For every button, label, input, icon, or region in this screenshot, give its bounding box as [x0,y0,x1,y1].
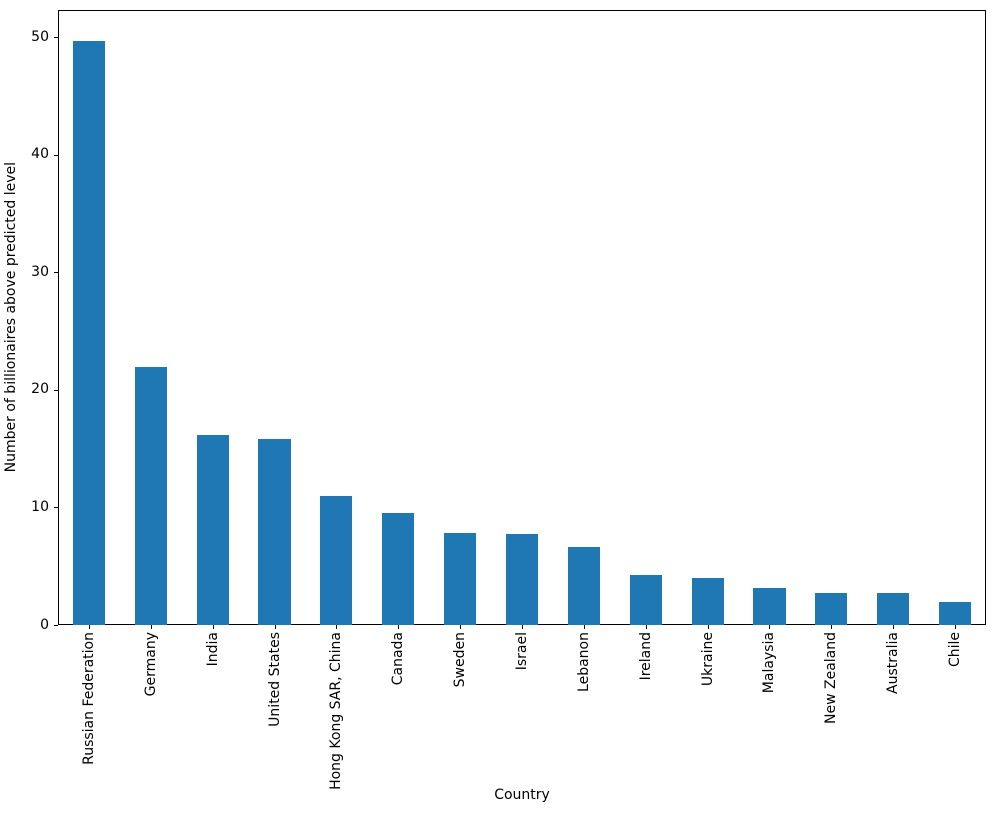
x-tick-mark [398,625,400,629]
x-tick-mark [460,625,462,629]
x-tick-mark [769,625,771,629]
x-tick-label: Germany [142,632,159,697]
bar [629,575,662,625]
y-tick-mark [54,37,58,39]
x-tick-label: Australia [885,632,902,694]
bar [258,438,291,625]
x-tick-label: Malaysia [761,632,778,694]
x-tick-label: India [204,632,221,667]
bar [134,366,167,625]
y-tick-mark [54,154,58,156]
x-tick-label: United States [266,632,283,727]
bar [567,546,600,625]
x-tick-mark [274,625,276,629]
x-tick-label: Russian Federation [80,632,97,765]
y-axis-label-box: Number of billionaires above predicted l… [3,10,20,625]
y-tick-label: 40 [31,146,49,163]
y-tick-mark [54,272,58,274]
bar [877,592,910,625]
bar [505,534,539,625]
x-tick-mark [645,625,647,629]
x-tick-mark [831,625,833,629]
y-tick-mark [54,507,58,509]
x-tick-mark [955,625,957,629]
y-tick-label: 30 [31,263,49,280]
bar [815,592,848,625]
bar [691,578,724,625]
x-tick-label: Chile [947,632,964,668]
x-axis-label: Country [494,787,550,803]
y-tick-label: 10 [31,498,49,515]
x-tick-label: Sweden [452,632,469,688]
y-axis-label: Number of billionaires above predicted l… [3,162,19,473]
x-tick-mark [893,625,895,629]
bar [72,41,105,625]
x-tick-mark [583,625,585,629]
x-tick-label: Ireland [637,632,654,681]
x-tick-label: Israel [514,632,530,671]
bar [382,513,415,625]
x-tick-mark [88,625,90,629]
x-tick-mark [522,625,523,629]
x-tick-mark [150,625,152,629]
y-tick-mark [54,625,58,626]
x-tick-mark [707,625,709,629]
y-tick-mark [54,389,58,391]
x-tick-label: New Zealand [823,632,840,724]
y-tick-label: 0 [40,616,49,633]
bar [320,495,353,625]
x-tick-mark [336,625,338,629]
y-tick-label: 50 [31,28,49,45]
x-tick-label: Hong Kong SAR, China [328,632,345,790]
bar [444,532,477,625]
bar [753,588,786,625]
bar [196,434,229,625]
x-tick-label: Canada [390,632,407,686]
x-tick-label: Ukraine [699,632,716,687]
bar [938,601,972,625]
y-tick-label: 20 [31,381,49,398]
x-tick-label: Lebanon [575,632,592,692]
x-tick-mark [212,625,214,629]
